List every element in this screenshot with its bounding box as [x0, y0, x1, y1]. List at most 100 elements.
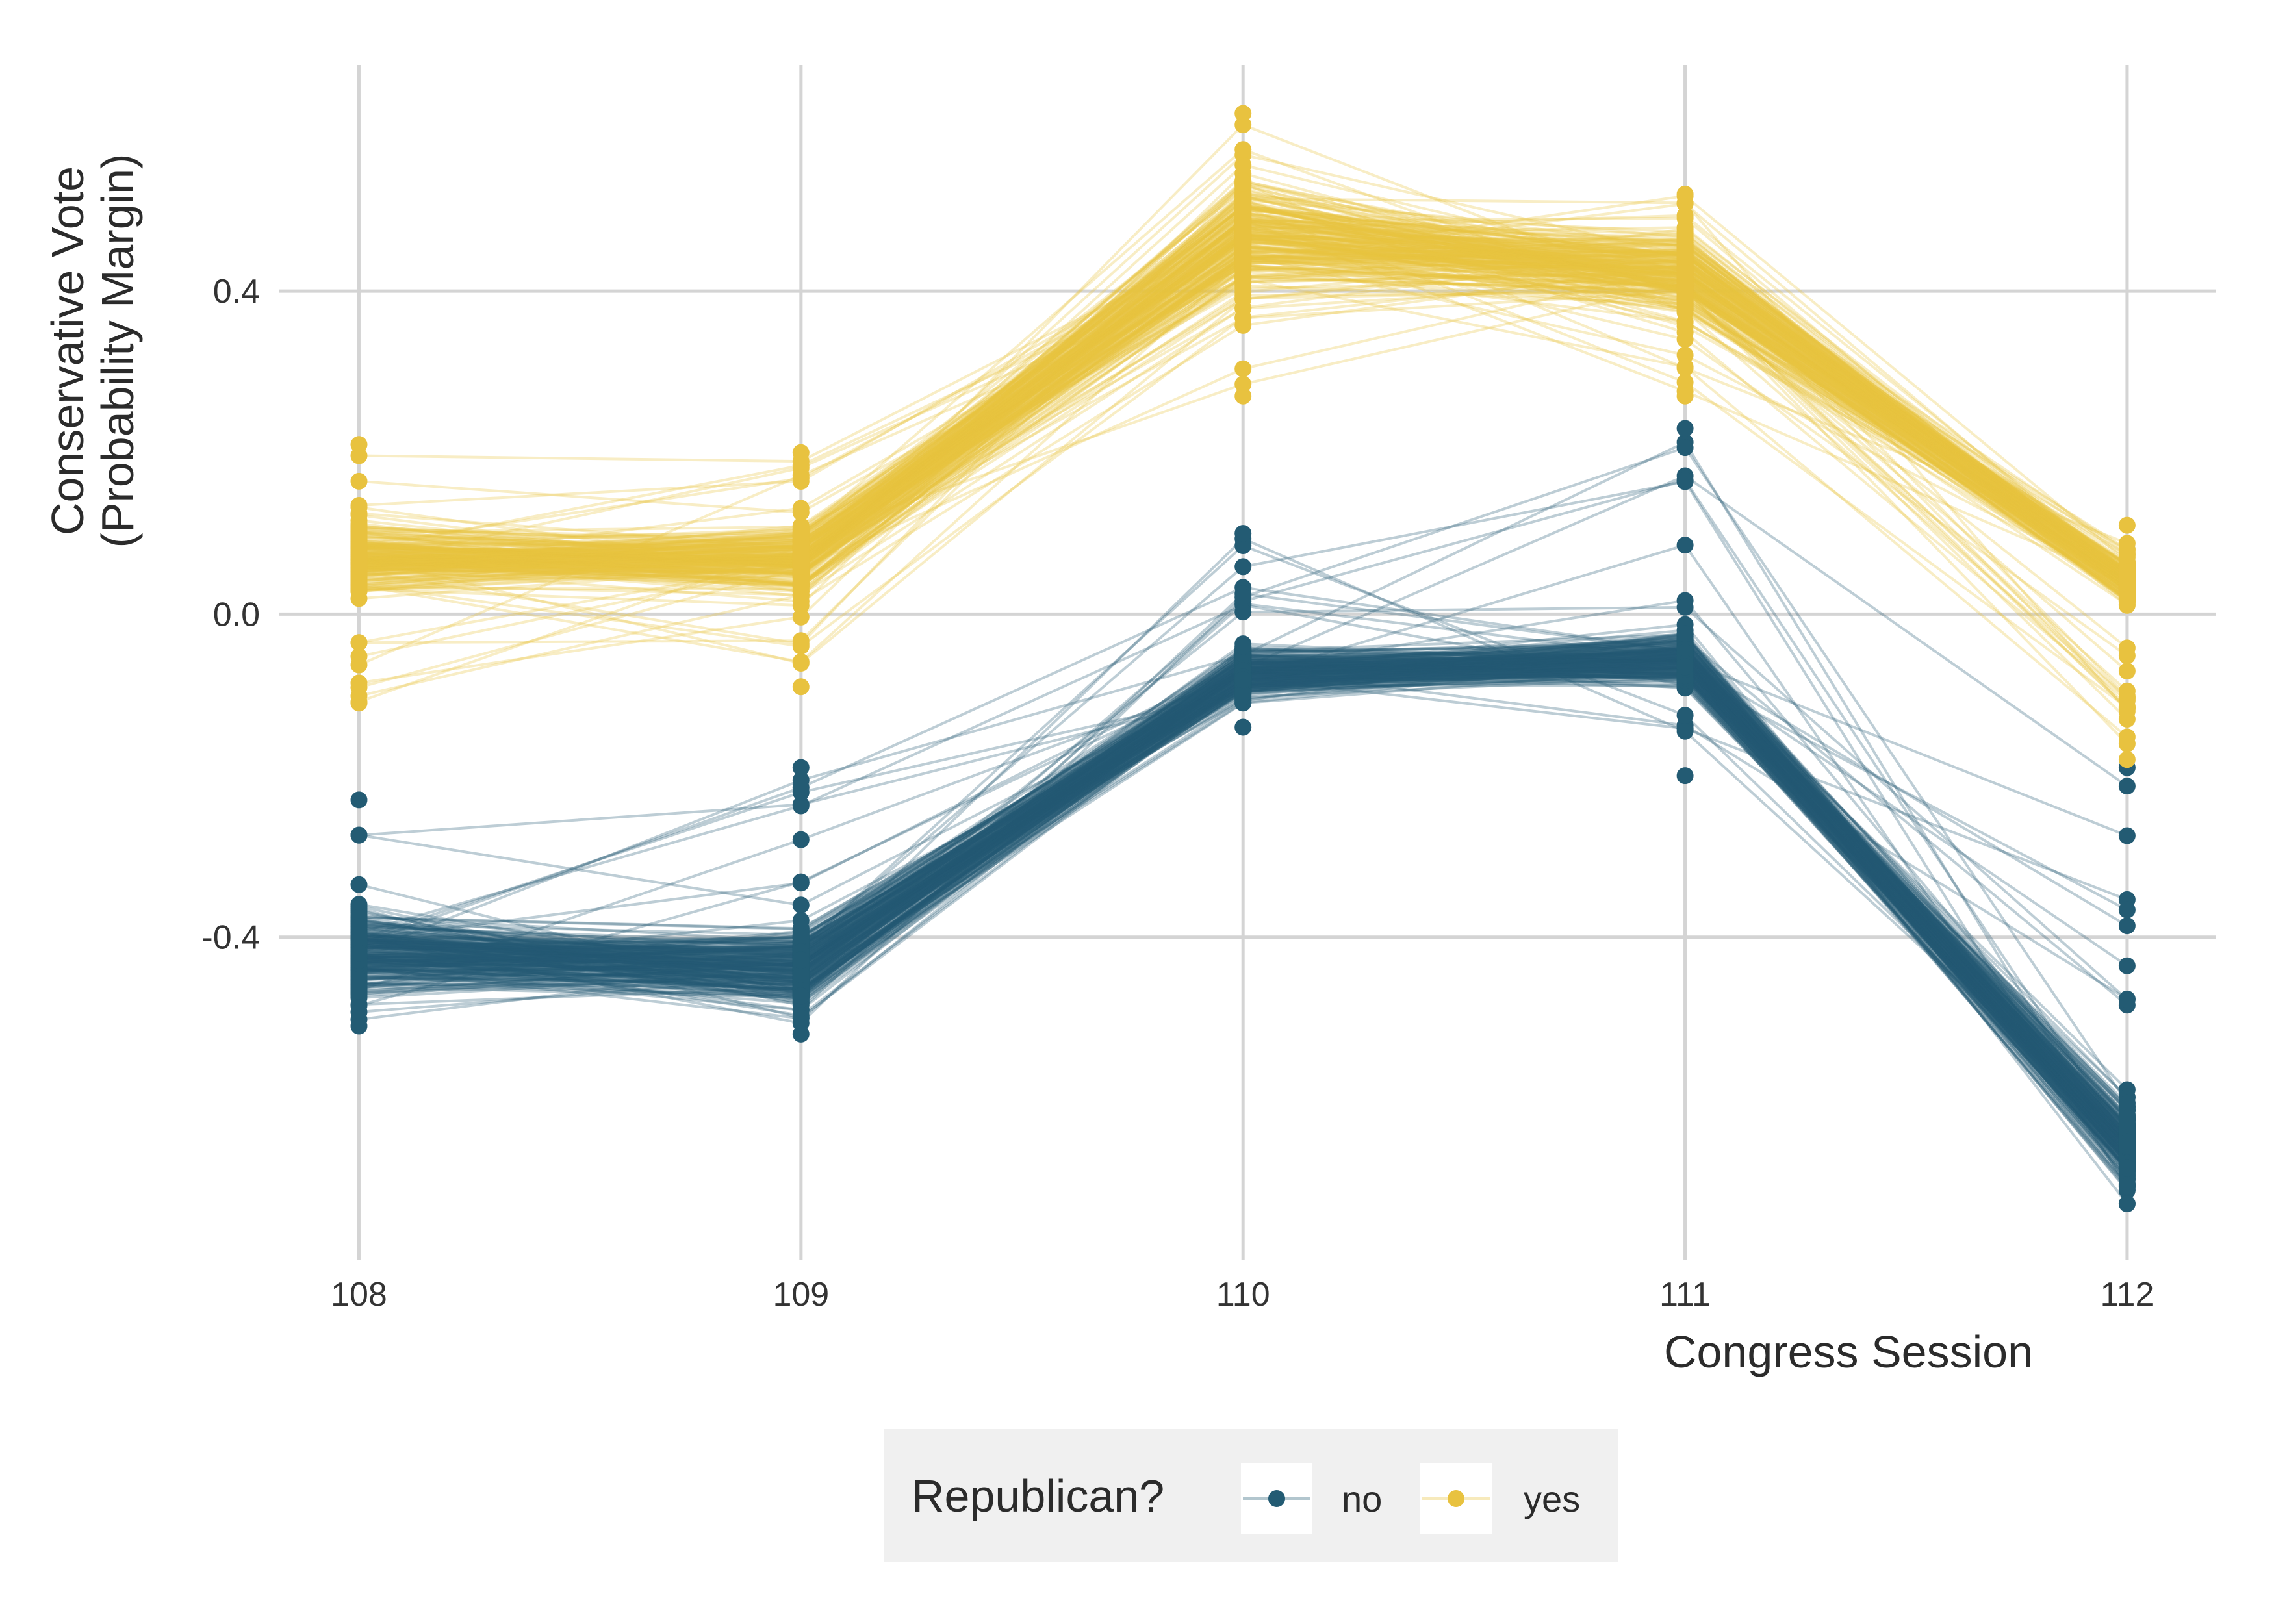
legend-title: Republican? — [912, 1471, 1164, 1521]
series-yes-point — [350, 546, 368, 563]
series-no-point — [2118, 1133, 2136, 1150]
series-no-point — [1676, 537, 1694, 554]
series-no-point — [792, 873, 810, 891]
series-yes-point — [1234, 277, 1252, 294]
series-yes-point — [1676, 185, 1694, 203]
series-yes-point — [1676, 387, 1694, 405]
series-yes-point — [350, 436, 368, 453]
series-yes-point — [792, 552, 810, 570]
y-tick-label: -0.4 — [201, 919, 260, 957]
series-no-point — [2118, 901, 2136, 919]
y-tick-label: 0.4 — [213, 273, 260, 311]
series-no-point — [350, 791, 368, 809]
series-yes-point — [792, 500, 810, 517]
series-yes-point — [1676, 346, 1694, 364]
series-yes-point — [1234, 360, 1252, 377]
series-yes-point — [350, 579, 368, 597]
series-yes-point — [2118, 663, 2136, 679]
series-no-point — [792, 952, 810, 969]
series-yes-point — [350, 562, 368, 579]
series-no-point — [2118, 917, 2136, 935]
series-no-point — [2118, 1177, 2136, 1195]
series-yes-point — [792, 653, 810, 670]
series-no-point — [1676, 472, 1694, 489]
series-yes-point — [350, 523, 368, 540]
series-yes-point — [792, 678, 810, 696]
series-no-point — [2118, 957, 2136, 974]
series-no-point — [350, 929, 368, 946]
series-no-point — [1676, 707, 1694, 724]
series-yes-point — [350, 472, 368, 490]
series-no-point — [1234, 525, 1252, 542]
series-yes-point — [350, 679, 368, 696]
series-yes-point — [2118, 590, 2136, 608]
series-no-point — [792, 759, 810, 776]
series-yes-point — [350, 694, 368, 712]
series-no-point — [350, 945, 368, 962]
series-yes-point — [2118, 751, 2136, 768]
series-no-point — [792, 896, 810, 914]
series-no-point — [1234, 718, 1252, 736]
series-no-point — [1234, 603, 1252, 621]
series-yes-point — [1234, 226, 1252, 244]
series-no-point — [2118, 1195, 2136, 1212]
series-no-point — [1676, 658, 1694, 676]
series-yes-point — [2118, 516, 2136, 534]
series-yes-point — [1234, 196, 1252, 212]
series-yes-point — [350, 497, 368, 514]
series-yes-point — [1234, 387, 1252, 405]
series-yes-point — [792, 539, 810, 557]
series-no-point — [1234, 671, 1252, 689]
series-no-point — [2118, 1109, 2136, 1126]
series-no-point — [792, 831, 810, 848]
x-tick-label: 112 — [2100, 1276, 2154, 1313]
legend-key-yes-point — [1448, 1490, 1464, 1507]
series-yes-point — [792, 473, 810, 490]
series-no-point — [792, 1025, 810, 1043]
series-no-point — [1676, 767, 1694, 785]
y-tick-labels: 0.4 0.0 -0.4 — [201, 273, 260, 957]
series-no-point — [792, 772, 810, 789]
series-yes-point — [1234, 174, 1252, 192]
y-tick-label: 0.0 — [213, 596, 260, 633]
series-no-point — [1676, 439, 1694, 457]
x-tick-label: 111 — [1659, 1276, 1711, 1313]
series-no-point — [2118, 778, 2136, 795]
series-no-point — [1234, 685, 1252, 703]
series-yes-point — [792, 524, 810, 541]
series-yes-point — [792, 444, 810, 461]
y-axis-title-line-1: Conservative Vote — [42, 166, 93, 535]
series-no-point — [350, 876, 368, 893]
series-no-point — [2118, 827, 2136, 844]
series-yes-point — [350, 656, 368, 674]
series-no-point — [1676, 420, 1694, 437]
series-no-point — [792, 783, 810, 801]
series-yes-point — [2118, 700, 2136, 717]
series-yes-point — [2118, 647, 2136, 665]
series-no-point — [1234, 638, 1252, 655]
series-yes-point — [1676, 264, 1694, 281]
series-no-point — [2118, 1159, 2136, 1176]
series-no-point — [792, 928, 810, 945]
series-yes-point — [792, 608, 810, 626]
series-yes-point — [792, 637, 810, 655]
legend-label-no: no — [1342, 1478, 1382, 1519]
series-no-point — [1234, 558, 1252, 576]
legend-label-yes: yes — [1524, 1478, 1580, 1519]
series-yes-point — [792, 574, 810, 592]
x-tick-label: 110 — [1216, 1276, 1270, 1313]
series-yes-point — [1234, 375, 1252, 393]
series-no-point — [792, 966, 810, 983]
legend-key-no-point — [1268, 1490, 1285, 1507]
series-no-point — [350, 1004, 368, 1021]
series-no-point — [1676, 722, 1694, 740]
y-axis-title-line-2: (Probability Margin) — [92, 154, 143, 548]
series-no-point — [350, 1017, 368, 1035]
series-yes-point — [1234, 141, 1252, 159]
series-yes-point — [2118, 735, 2136, 752]
series-yes-point — [1234, 254, 1252, 272]
series-no-point — [350, 826, 368, 844]
series-no-point — [1676, 625, 1694, 642]
series-no-point — [792, 797, 810, 815]
